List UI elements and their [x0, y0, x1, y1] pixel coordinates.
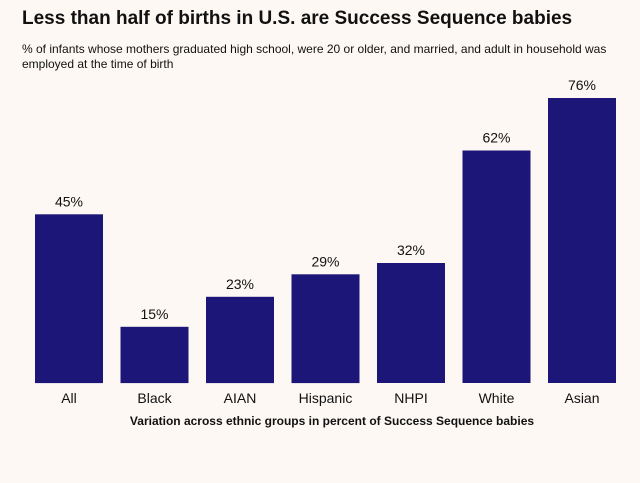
bar-all	[35, 214, 103, 384]
category-label-white: White	[479, 390, 515, 406]
chart-subtitle: % of infants whose mothers graduated hig…	[22, 42, 607, 71]
value-label-nhpi: 32%	[397, 242, 425, 258]
value-label-black: 15%	[140, 306, 168, 322]
category-label-asian: Asian	[564, 390, 599, 406]
category-label-all: All	[61, 390, 77, 406]
bar-aian	[206, 296, 274, 384]
value-label-asian: 76%	[568, 77, 596, 93]
value-label-white: 62%	[482, 130, 510, 146]
category-label-black: Black	[137, 390, 172, 406]
bar-nhpi	[377, 263, 445, 383]
value-label-hispanic: 29%	[311, 253, 339, 269]
category-label-aian: AIAN	[224, 390, 257, 406]
chart-title: Less than half of births in U.S. are Suc…	[22, 8, 573, 29]
bar-asian	[548, 98, 616, 383]
value-label-aian: 23%	[226, 276, 254, 292]
bar-black	[120, 326, 189, 384]
bar-hispanic	[291, 274, 360, 384]
value-label-all: 45%	[55, 193, 83, 209]
bar-white	[462, 150, 531, 383]
category-label-hispanic: Hispanic	[299, 390, 353, 406]
category-label-nhpi: NHPI	[394, 390, 427, 406]
x-axis-label: Variation across ethnic groups in percen…	[129, 414, 535, 428]
